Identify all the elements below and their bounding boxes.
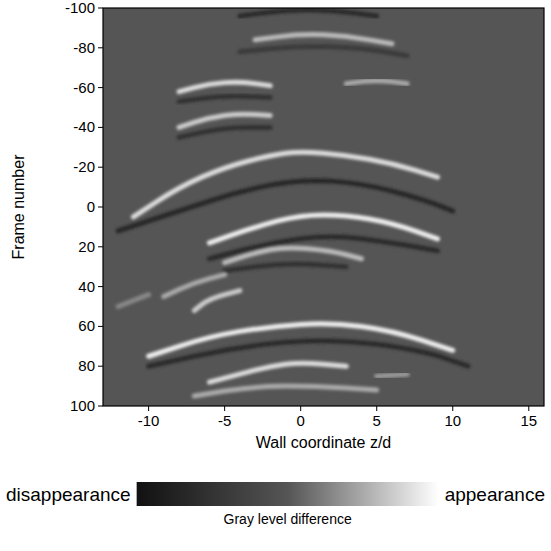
streak [225,264,347,271]
streak [194,386,376,396]
y-tick-label: -40 [73,118,95,135]
plot-frame [103,8,544,406]
streak [209,363,346,382]
chart: -10 -5 0 5 10 15 -100 -80 -60 -40 -20 0 20 40 60 80 100 W… [0,0,551,551]
colorbar-high-label: appearance [445,484,545,505]
y-tick [98,406,103,407]
streak [240,47,407,56]
y-tick [98,167,103,168]
x-tick [300,406,301,411]
y-axis-title: Frame number [10,154,27,260]
x-tick [224,406,225,411]
x-tick-label: 0 [297,412,305,429]
y-tick-label: 40 [78,278,95,295]
colorbar [137,482,439,506]
y-tick-label: -100 [65,0,95,16]
x-tick-label: -10 [138,412,160,429]
y-tick [98,246,103,247]
y-tick [98,207,103,208]
x-tick-label: 5 [373,412,381,429]
x-tick [528,406,529,411]
x-tick-label: 15 [520,412,537,429]
y-tick-label: 60 [78,317,95,334]
streak [377,374,407,376]
y-tick [98,8,103,9]
streak [179,82,270,91]
y-tick [98,286,103,287]
streak [255,35,392,44]
x-tick [452,406,453,411]
y-tick-label: 0 [87,198,95,215]
x-axis-title: Wall coordinate z/d [256,434,391,451]
streak [179,127,270,137]
y-tick-label: -80 [73,39,95,56]
streaks [118,10,468,396]
streak [118,295,148,307]
y-tick-label: -20 [73,158,95,175]
streak [164,275,225,297]
y-tick-label: 100 [70,397,95,414]
y-tick [98,326,103,327]
y-tick [98,127,103,128]
x-tick [148,406,149,411]
streak [194,291,240,311]
streak [225,248,362,263]
y-tick-label: 80 [78,357,95,374]
streak [179,96,270,101]
y-tick [98,366,103,367]
colorbar-title: Gray level difference [224,511,352,527]
x-tick-label: 10 [444,412,461,429]
y-tick [98,47,103,48]
streak [240,10,377,16]
streak [346,81,407,84]
plot-background [103,8,544,406]
streak [118,181,453,231]
y-tick [98,87,103,88]
x-tick-label: -5 [218,412,231,429]
colorbar-low-label: disappearance [6,484,131,505]
x-tick [376,406,377,411]
y-tick-label: 20 [78,238,95,255]
y-tick-label: -60 [73,79,95,96]
